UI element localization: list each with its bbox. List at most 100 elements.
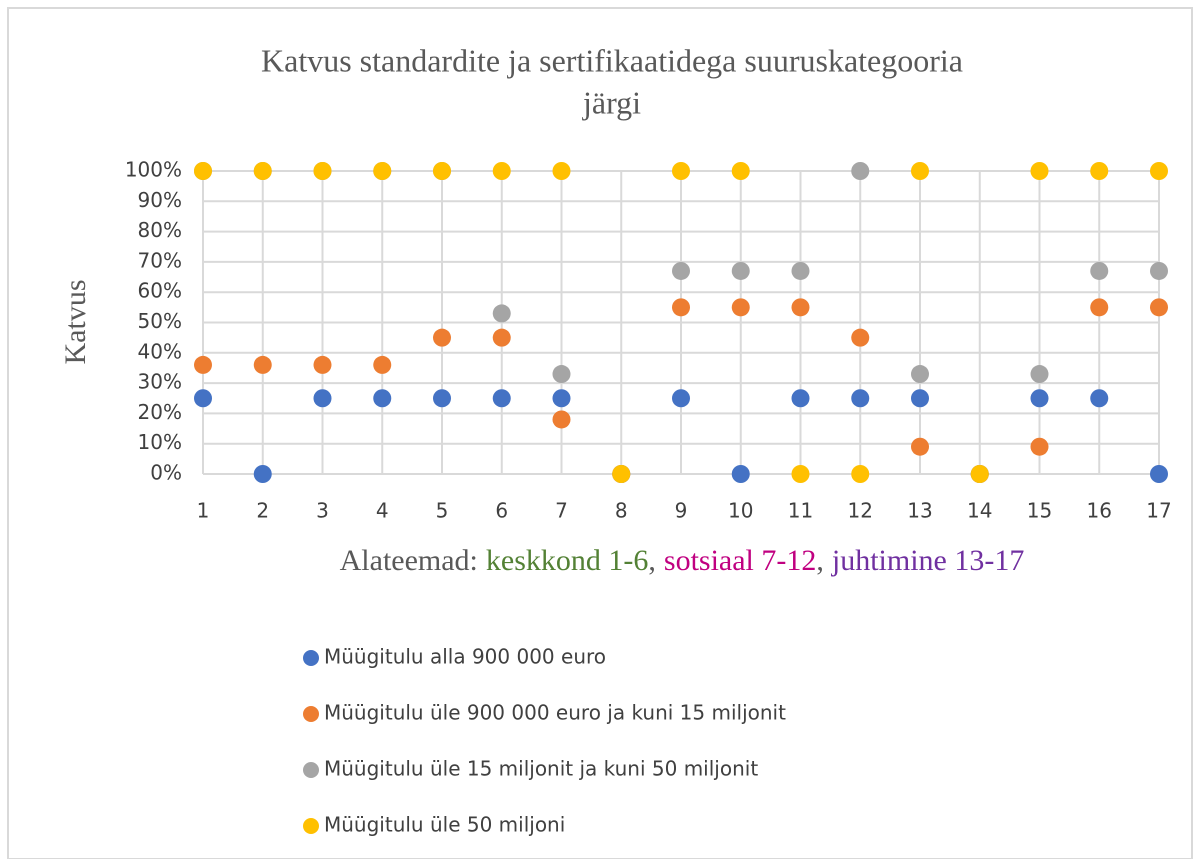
legend-label: Müügitulu üle 900 000 euro ja kuni 15 mi… <box>324 701 786 725</box>
point <box>851 465 870 483</box>
x-tick-label: 9 <box>675 499 688 523</box>
point <box>552 365 571 384</box>
point <box>253 465 272 483</box>
x-tick-label: 3 <box>316 499 329 523</box>
point <box>672 261 690 280</box>
point <box>731 298 750 317</box>
point <box>1150 298 1168 317</box>
point <box>612 465 631 483</box>
x-axis-label-part: juhtimine 13-17 <box>831 544 1024 577</box>
point <box>1090 261 1109 280</box>
point <box>1030 365 1049 384</box>
point <box>911 389 929 408</box>
y-tick-label: 30% <box>138 370 182 394</box>
point <box>373 355 392 374</box>
x-axis-label-part: Alateemad: <box>340 544 478 577</box>
y-tick-label: 60% <box>138 279 182 303</box>
legend-label: Müügitulu alla 900 000 euro <box>324 645 606 669</box>
x-tick-label: 2 <box>256 499 269 523</box>
legend-marker <box>303 762 319 778</box>
y-tick-label: 0% <box>150 461 182 485</box>
y-tick-label: 80% <box>138 218 182 242</box>
y-tick-label: 10% <box>138 430 182 454</box>
point <box>373 162 392 180</box>
point <box>552 162 571 180</box>
point <box>433 162 451 180</box>
point <box>1030 437 1049 456</box>
x-axis-label: Alateemad: keskkond 1-6, sotsiaal 7-12, juh… <box>340 544 1025 577</box>
point <box>194 162 212 180</box>
point <box>373 389 392 408</box>
x-tick-label: 17 <box>1146 499 1171 523</box>
point <box>194 355 212 374</box>
point <box>731 162 750 180</box>
point <box>492 304 511 323</box>
point <box>492 162 511 180</box>
x-tick-label: 14 <box>967 499 992 523</box>
x-axis-label-part: keskkond 1-6 <box>486 544 648 577</box>
point <box>791 389 810 408</box>
x-tick-label: 1 <box>197 499 210 523</box>
chart-title: Katvus standardite ja sertifikaatidega s… <box>261 42 963 78</box>
legend-marker <box>303 650 319 666</box>
x-tick-label: 10 <box>728 499 753 523</box>
y-tick-label: 40% <box>138 339 182 363</box>
point <box>672 298 690 317</box>
point <box>433 328 451 347</box>
x-tick-label: 13 <box>907 499 932 523</box>
legend-label: Müügitulu üle 50 miljoni <box>324 813 565 837</box>
point <box>1150 465 1168 483</box>
point <box>253 162 272 180</box>
point <box>1030 389 1049 408</box>
y-tick-label: 50% <box>138 309 182 333</box>
point <box>1030 162 1049 180</box>
point <box>492 328 511 347</box>
point <box>313 162 332 180</box>
point <box>1090 298 1109 317</box>
point <box>851 328 870 347</box>
point <box>433 389 451 408</box>
point <box>731 465 750 483</box>
point <box>731 261 750 280</box>
legend-marker <box>303 818 319 834</box>
x-tick-label: 6 <box>495 499 508 523</box>
point <box>313 355 332 374</box>
x-tick-label: 7 <box>555 499 568 523</box>
point <box>911 437 929 456</box>
point <box>1090 389 1109 408</box>
point <box>1090 162 1109 180</box>
point <box>672 162 690 180</box>
point <box>851 389 870 408</box>
point <box>791 465 810 483</box>
x-tick-label: 4 <box>376 499 389 523</box>
y-tick-label: 70% <box>138 248 182 272</box>
chart-title: järgi <box>582 84 641 120</box>
point <box>492 389 511 408</box>
chart-area <box>7 7 1193 859</box>
point <box>911 365 929 384</box>
y-tick-label: 90% <box>138 188 182 212</box>
point <box>253 355 272 374</box>
x-tick-label: 16 <box>1087 499 1112 523</box>
point <box>970 465 989 483</box>
point <box>313 389 332 408</box>
x-tick-label: 15 <box>1027 499 1052 523</box>
y-tick-label: 20% <box>138 400 182 424</box>
y-tick-label: 100% <box>125 158 182 182</box>
point <box>1150 261 1168 280</box>
x-tick-label: 12 <box>848 499 873 523</box>
point <box>791 298 810 317</box>
point <box>672 389 690 408</box>
x-axis-label-part: , <box>648 544 656 577</box>
point <box>851 162 870 180</box>
point <box>552 389 571 408</box>
point <box>791 261 810 280</box>
legend-marker <box>303 706 319 722</box>
x-tick-label: 11 <box>788 499 813 523</box>
point <box>1150 162 1168 180</box>
x-axis-label-part: , <box>816 544 824 577</box>
x-axis-label-part: sotsiaal 7-12 <box>664 544 816 577</box>
x-tick-label: 8 <box>615 499 628 523</box>
x-tick-label: 5 <box>436 499 449 523</box>
